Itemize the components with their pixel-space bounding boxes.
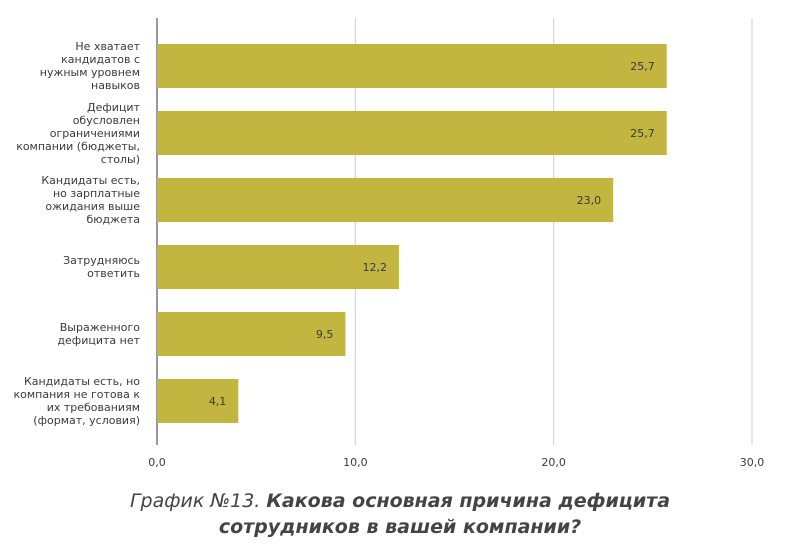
category-label: Выраженного дефицита нет: [0, 321, 140, 347]
category-label-line: бюджета: [86, 213, 140, 226]
caption-question-line2: сотрудников в вашей компании?: [218, 516, 582, 538]
bars: 25,7 25,7 23,0 12,2 9,5 4,1: [157, 44, 667, 423]
category-label-line: Затрудняюсь: [63, 254, 140, 267]
x-tick-label: 20,0: [541, 456, 566, 469]
category-label-line: Кандидаты есть, но: [23, 375, 140, 388]
category-label-line: (формат, условия): [33, 414, 140, 427]
category-label-line: ограничениями: [49, 126, 140, 140]
category-label: Кандидаты есть, но компания не готова к их…: [0, 375, 140, 427]
bar: [157, 178, 614, 222]
bar-value-label: 12,2: [362, 261, 387, 274]
grid-lines: [156, 18, 753, 445]
bar-value-label: 25,7: [630, 127, 655, 140]
category-label-line: их требованиям: [46, 401, 140, 414]
category-label-line: столы): [100, 152, 140, 166]
category-label-line: но зарплатные: [52, 187, 140, 200]
chart-caption: График №13. Какова основная причина дефи…: [0, 488, 800, 540]
category-label-line: Не хватает: [75, 40, 140, 53]
category-label-line: обусловлен: [72, 113, 140, 127]
bar-value-label: 23,0: [577, 194, 602, 207]
x-axis: 0,0 10,0 20,0 30,0: [148, 456, 764, 469]
category-label: Дефицит обусловлен ограничениями компании (…: [0, 101, 140, 166]
bar-value-label: 9,5: [316, 328, 334, 341]
category-label-line: ожидания выше: [45, 200, 140, 213]
category-label-line: компании (бюджеты,: [16, 139, 140, 153]
category-label-line: навыков: [91, 79, 140, 92]
bar-value-label: 4,1: [209, 395, 227, 408]
bar: [157, 44, 667, 88]
x-tick-label: 30,0: [740, 456, 765, 469]
category-label-line: Кандидаты есть,: [41, 174, 140, 187]
category-label: Кандидаты есть, но зарплатные ожидания выш…: [0, 174, 140, 226]
category-label: Затрудняюсь ответить: [0, 254, 140, 280]
category-label-line: ответить: [87, 267, 140, 280]
caption-number: График №13.: [129, 490, 267, 512]
bar: [157, 379, 239, 423]
category-label-line: компания не готова к: [13, 388, 140, 401]
caption-question-line1: Какова основная причина дефицита: [266, 490, 671, 512]
category-label-line: дефицита нет: [57, 334, 140, 347]
bar-chart: 25,7 25,7 23,0 12,2 9,5 4,1 0,0 10,0 20,0 30,0: [148, 18, 764, 469]
bar: [157, 312, 346, 356]
category-label: Не хватает кандидатов с нужным уровнем навы…: [0, 40, 140, 92]
bar: [157, 245, 399, 289]
category-label-line: кандидатов с: [61, 53, 140, 66]
category-label-line: Дефицит: [87, 100, 140, 114]
x-tick-label: 0,0: [148, 456, 166, 469]
x-tick-label: 10,0: [343, 456, 368, 469]
category-label-line: Выраженного: [59, 321, 140, 334]
bar-value-label: 25,7: [630, 60, 655, 73]
bar: [157, 111, 667, 155]
category-label-line: нужным уровнем: [39, 66, 140, 79]
